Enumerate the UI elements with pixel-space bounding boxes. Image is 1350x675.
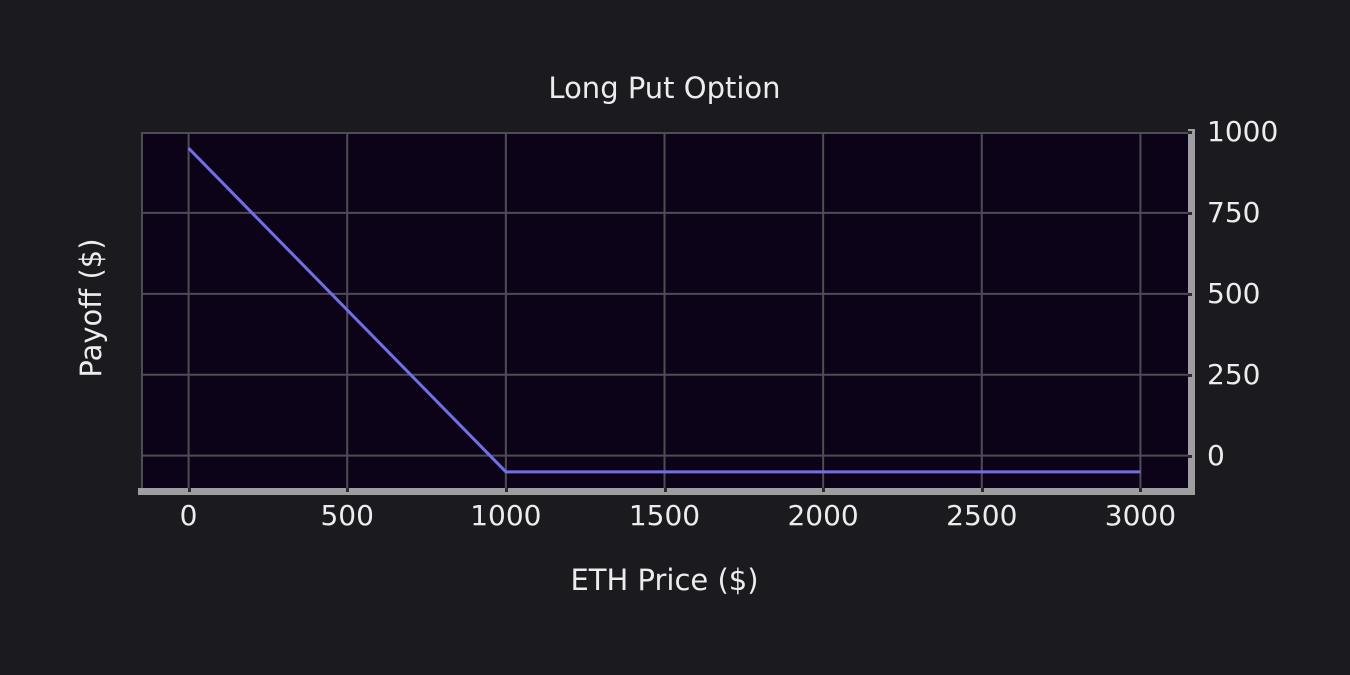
y-tick-label: 0 bbox=[1207, 438, 1225, 472]
chart-title: Long Put Option bbox=[548, 71, 781, 105]
x-tick-label: 1500 bbox=[628, 499, 701, 532]
x-tick-label: 1000 bbox=[470, 499, 542, 532]
right-spine bbox=[1188, 129, 1195, 495]
x-tick-label: 0 bbox=[179, 499, 198, 532]
y-tick-label: 750 bbox=[1207, 195, 1261, 229]
plot-canvas bbox=[141, 132, 1188, 488]
y-tick-mark bbox=[1188, 131, 1192, 134]
y-tick-mark bbox=[1188, 373, 1192, 377]
bottom-spine bbox=[138, 488, 1195, 495]
plot-area bbox=[141, 132, 1188, 488]
x-tick-mark bbox=[346, 488, 350, 492]
y-tick-label: 500 bbox=[1207, 276, 1261, 310]
plot-edges bbox=[141, 132, 1188, 488]
y-tick-label: 1000 bbox=[1207, 115, 1279, 148]
y-tick-mark bbox=[1188, 211, 1192, 215]
x-tick-mark bbox=[663, 488, 667, 492]
y-tick-label: 250 bbox=[1207, 357, 1261, 391]
y-tick-mark bbox=[1188, 292, 1192, 296]
x-tick-mark bbox=[504, 488, 508, 492]
x-tick-mark bbox=[1139, 488, 1143, 492]
y-axis-title: Payoff ($) bbox=[74, 238, 108, 378]
x-tick-mark bbox=[822, 488, 826, 492]
x-tick-label: 500 bbox=[320, 499, 374, 532]
y-tick-mark bbox=[1188, 454, 1192, 458]
x-tick-label: 2000 bbox=[787, 499, 859, 532]
x-tick-mark bbox=[187, 488, 191, 492]
x-axis-title: ETH Price ($) bbox=[570, 563, 759, 597]
x-tick-mark bbox=[980, 488, 984, 492]
gridlines bbox=[141, 132, 1188, 488]
x-tick-label: 2500 bbox=[946, 499, 1018, 532]
x-tick-label: 3000 bbox=[1104, 499, 1177, 532]
payoff-line bbox=[187, 147, 1141, 474]
